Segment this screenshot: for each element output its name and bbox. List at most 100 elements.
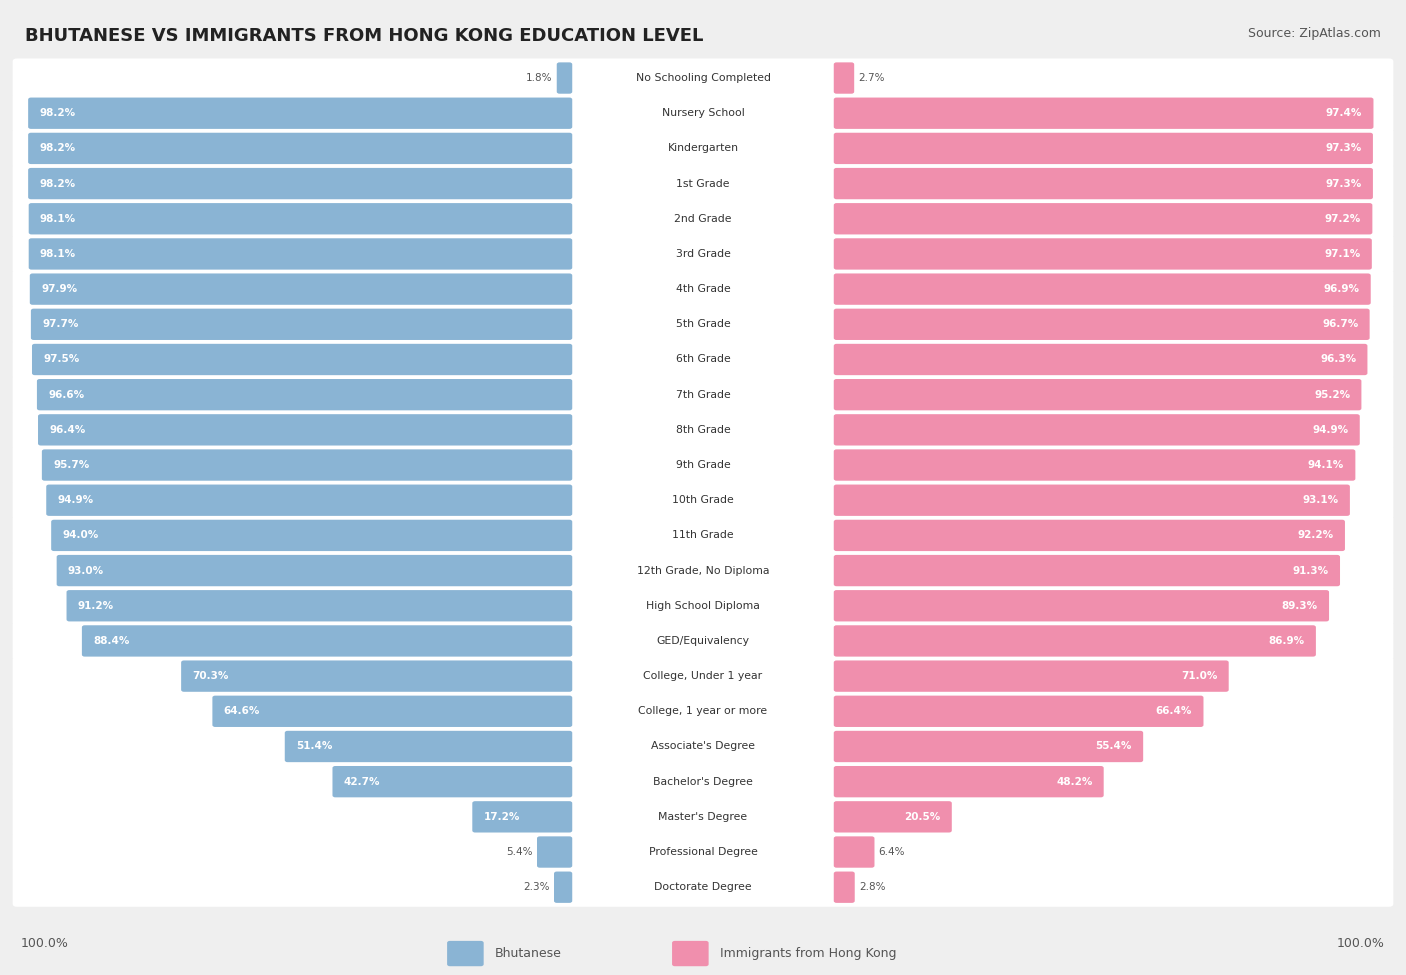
FancyBboxPatch shape <box>13 691 1393 731</box>
Text: 93.0%: 93.0% <box>67 566 104 575</box>
FancyBboxPatch shape <box>13 516 1393 555</box>
Text: BHUTANESE VS IMMIGRANTS FROM HONG KONG EDUCATION LEVEL: BHUTANESE VS IMMIGRANTS FROM HONG KONG E… <box>25 27 703 45</box>
Text: 20.5%: 20.5% <box>904 812 941 822</box>
FancyBboxPatch shape <box>537 837 572 868</box>
Text: 11th Grade: 11th Grade <box>672 530 734 540</box>
FancyBboxPatch shape <box>38 414 572 446</box>
FancyBboxPatch shape <box>28 133 572 164</box>
FancyBboxPatch shape <box>82 625 572 656</box>
FancyBboxPatch shape <box>13 305 1393 344</box>
Text: 95.2%: 95.2% <box>1315 390 1350 400</box>
Text: 66.4%: 66.4% <box>1156 706 1192 717</box>
Text: College, 1 year or more: College, 1 year or more <box>638 706 768 717</box>
Text: 92.2%: 92.2% <box>1298 530 1334 540</box>
Text: 94.9%: 94.9% <box>1312 425 1348 435</box>
FancyBboxPatch shape <box>834 520 1346 551</box>
FancyBboxPatch shape <box>42 449 572 481</box>
Text: 98.2%: 98.2% <box>39 143 76 153</box>
FancyBboxPatch shape <box>13 481 1393 520</box>
FancyBboxPatch shape <box>46 485 572 516</box>
Text: 71.0%: 71.0% <box>1181 671 1218 682</box>
FancyBboxPatch shape <box>834 590 1329 621</box>
FancyBboxPatch shape <box>181 660 572 692</box>
Text: High School Diploma: High School Diploma <box>647 601 759 610</box>
FancyBboxPatch shape <box>13 727 1393 766</box>
FancyBboxPatch shape <box>672 941 709 966</box>
Text: Professional Degree: Professional Degree <box>648 847 758 857</box>
FancyBboxPatch shape <box>13 340 1393 379</box>
FancyBboxPatch shape <box>834 449 1355 481</box>
Text: 17.2%: 17.2% <box>484 812 520 822</box>
Text: 93.1%: 93.1% <box>1302 495 1339 505</box>
FancyBboxPatch shape <box>13 798 1393 837</box>
Text: 5.4%: 5.4% <box>506 847 533 857</box>
Text: 96.6%: 96.6% <box>48 390 84 400</box>
FancyBboxPatch shape <box>834 555 1340 586</box>
Text: 3rd Grade: 3rd Grade <box>675 249 731 259</box>
Text: 48.2%: 48.2% <box>1056 777 1092 787</box>
Text: 97.7%: 97.7% <box>42 319 79 330</box>
FancyBboxPatch shape <box>834 379 1361 410</box>
Text: Master's Degree: Master's Degree <box>658 812 748 822</box>
FancyBboxPatch shape <box>13 58 1393 98</box>
FancyBboxPatch shape <box>834 837 875 868</box>
Text: Associate's Degree: Associate's Degree <box>651 741 755 752</box>
FancyBboxPatch shape <box>554 872 572 903</box>
Text: 12th Grade, No Diploma: 12th Grade, No Diploma <box>637 566 769 575</box>
Text: 96.3%: 96.3% <box>1320 355 1357 365</box>
FancyBboxPatch shape <box>834 485 1350 516</box>
FancyBboxPatch shape <box>13 833 1393 872</box>
FancyBboxPatch shape <box>834 872 855 903</box>
Text: Source: ZipAtlas.com: Source: ZipAtlas.com <box>1247 27 1381 40</box>
Text: 8th Grade: 8th Grade <box>676 425 730 435</box>
Text: 10th Grade: 10th Grade <box>672 495 734 505</box>
Text: 64.6%: 64.6% <box>224 706 260 717</box>
FancyBboxPatch shape <box>13 269 1393 309</box>
Text: 55.4%: 55.4% <box>1095 741 1132 752</box>
FancyBboxPatch shape <box>28 168 572 199</box>
FancyBboxPatch shape <box>13 621 1393 660</box>
FancyBboxPatch shape <box>212 695 572 727</box>
FancyBboxPatch shape <box>28 203 572 234</box>
FancyBboxPatch shape <box>13 551 1393 590</box>
FancyBboxPatch shape <box>56 555 572 586</box>
FancyBboxPatch shape <box>66 590 572 621</box>
Text: Kindergarten: Kindergarten <box>668 143 738 153</box>
FancyBboxPatch shape <box>285 731 572 762</box>
Text: 97.9%: 97.9% <box>41 284 77 294</box>
FancyBboxPatch shape <box>834 625 1316 656</box>
Text: Bachelor's Degree: Bachelor's Degree <box>652 777 754 787</box>
FancyBboxPatch shape <box>834 238 1372 270</box>
Text: 98.1%: 98.1% <box>39 249 76 259</box>
Text: 97.1%: 97.1% <box>1324 249 1361 259</box>
FancyBboxPatch shape <box>834 168 1372 199</box>
FancyBboxPatch shape <box>834 695 1204 727</box>
FancyBboxPatch shape <box>834 731 1143 762</box>
Text: Bhutanese: Bhutanese <box>495 947 562 960</box>
FancyBboxPatch shape <box>834 801 952 833</box>
Text: Nursery School: Nursery School <box>662 108 744 118</box>
Text: College, Under 1 year: College, Under 1 year <box>644 671 762 682</box>
FancyBboxPatch shape <box>557 62 572 94</box>
Text: 9th Grade: 9th Grade <box>676 460 730 470</box>
Text: 96.4%: 96.4% <box>49 425 86 435</box>
Text: 6.4%: 6.4% <box>879 847 905 857</box>
Text: 2.7%: 2.7% <box>859 73 884 83</box>
FancyBboxPatch shape <box>13 656 1393 696</box>
FancyBboxPatch shape <box>13 410 1393 449</box>
FancyBboxPatch shape <box>13 868 1393 907</box>
Text: 98.1%: 98.1% <box>39 214 76 224</box>
FancyBboxPatch shape <box>447 941 484 966</box>
Text: GED/Equivalency: GED/Equivalency <box>657 636 749 646</box>
Text: 97.3%: 97.3% <box>1326 178 1361 188</box>
FancyBboxPatch shape <box>332 766 572 798</box>
Text: 6th Grade: 6th Grade <box>676 355 730 365</box>
FancyBboxPatch shape <box>51 520 572 551</box>
Text: 86.9%: 86.9% <box>1268 636 1305 646</box>
FancyBboxPatch shape <box>834 273 1371 305</box>
FancyBboxPatch shape <box>32 344 572 375</box>
Text: 70.3%: 70.3% <box>193 671 229 682</box>
FancyBboxPatch shape <box>834 344 1368 375</box>
Text: 51.4%: 51.4% <box>297 741 332 752</box>
FancyBboxPatch shape <box>37 379 572 410</box>
